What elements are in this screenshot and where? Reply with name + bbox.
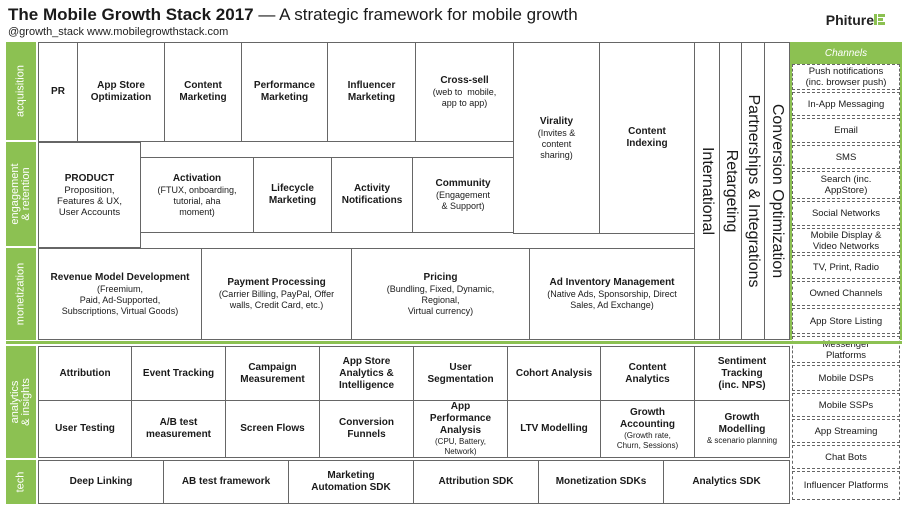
- channel-item: TV, Print, Radio: [792, 255, 900, 279]
- analytics-row2-cell: Growth Modelling & scenario planning: [694, 400, 790, 458]
- block-performance-marketing: Performance Marketing: [241, 42, 328, 142]
- analytics-row2-cell-detail: (Growth rate, Churn, Sessions): [616, 431, 679, 450]
- channel-item: Search (inc. AppStore): [792, 171, 900, 199]
- block-cross-sell: Cross-sell (web to mobile, app to app): [415, 42, 514, 142]
- analytics-row2-cell-detail: (CPU, Battery, Network): [435, 437, 486, 456]
- tech-cell: Deep Linking: [38, 460, 164, 504]
- section-analytics: analytics & insights: [6, 346, 36, 458]
- block-activation: Activation (FTUX, onboarding, tutorial, a…: [140, 157, 254, 233]
- channel-item: App Store Listing: [792, 308, 900, 334]
- channel-item: Mobile DSPs: [792, 365, 900, 391]
- channel-item: In-App Messaging: [792, 92, 900, 116]
- block-pricing: Pricing (Bundling, Fixed, Dynamic, Region…: [351, 248, 530, 340]
- block-revenue-model: Revenue Model Development (Freemium, Paid…: [38, 248, 202, 340]
- channels-header: Channels: [790, 42, 902, 64]
- column-retargeting: Retargeting: [719, 42, 742, 340]
- block-pr: PR: [38, 42, 78, 142]
- analytics-row2-cell-title: Screen Flows: [240, 423, 305, 434]
- channel-item: Social Networks: [792, 201, 900, 226]
- tech-cell-title: Deep Linking: [69, 476, 133, 487]
- analytics-row2-cell: Growth Accounting (Growth rate, Churn, Se…: [600, 400, 695, 458]
- analytics-row2-cell-title: A/B test measurement: [145, 417, 212, 440]
- analytics-row1-cell: Campaign Measurement: [225, 346, 320, 401]
- channel-item: Email: [792, 118, 900, 143]
- analytics-row2-cell: User Testing: [38, 400, 132, 458]
- analytics-row1-cell-title: Content Analytics: [625, 361, 670, 385]
- channel-item: SMS: [792, 145, 900, 169]
- block-content-indexing: Content Indexing: [599, 42, 695, 234]
- analytics-row1-cell-title: Event Tracking: [142, 367, 215, 379]
- analytics-row1-cell-title: Cohort Analysis: [515, 367, 593, 379]
- analytics-row2-cell-title: App Performance Analysis: [429, 401, 492, 436]
- block-influencer-marketing: Influencer Marketing: [327, 42, 416, 142]
- channel-item: Chat Bots: [792, 445, 900, 469]
- channel-item: Mobile SSPs: [792, 393, 900, 417]
- block-ad-inventory: Ad Inventory Management (Native Ads, Spon…: [529, 248, 695, 340]
- block-activity-notifications: Activity Notifications: [331, 157, 413, 233]
- channel-item: Owned Channels: [792, 281, 900, 306]
- section-acquisition: acquisition: [6, 42, 36, 140]
- tech-cell: Attribution SDK: [413, 460, 539, 504]
- phiture-logo: Phiture: [825, 12, 874, 28]
- analytics-row1-cell: Sentiment Tracking (inc. NPS): [694, 346, 790, 401]
- phiture-logo-icon: [874, 14, 885, 25]
- analytics-row2-cell-detail: & scenario planning: [706, 436, 778, 445]
- analytics-row2-cell-title: Conversion Funnels: [338, 417, 394, 440]
- analytics-row2-cell-title: LTV Modelling: [520, 423, 588, 434]
- analytics-row1-cell: App Store Analytics & Intelligence: [319, 346, 414, 401]
- column-conversion-optimization: Conversion Optimization: [764, 42, 790, 340]
- analytics-row1-cell-title: Sentiment Tracking (inc. NPS): [717, 355, 767, 391]
- channel-item: Push notifications (inc. browser push): [792, 64, 900, 90]
- page-title: The Mobile Growth Stack 2017 — A strateg…: [8, 5, 578, 24]
- channel-item: Messenger Platforms: [792, 336, 900, 363]
- tech-cell-title: Marketing Automation SDK: [311, 470, 391, 493]
- section-divider: [6, 341, 902, 344]
- analytics-row2-cell: A/B test measurement: [131, 400, 226, 458]
- tech-cell: Monetization SDKs: [538, 460, 664, 504]
- channels-border-left: [790, 64, 792, 340]
- section-tech: tech: [6, 460, 36, 504]
- analytics-row2-cell: App Performance Analysis (CPU, Battery, N…: [413, 400, 508, 458]
- analytics-row2-cell-title: Growth Modelling: [718, 412, 766, 435]
- analytics-row2-cell: Screen Flows: [225, 400, 320, 458]
- tech-cell: Marketing Automation SDK: [288, 460, 414, 504]
- column-international: International: [694, 42, 720, 340]
- analytics-row2-cell-title: Growth Accounting: [620, 407, 675, 430]
- analytics-row1-cell: Content Analytics: [600, 346, 695, 401]
- analytics-row1-cell-title: Campaign Measurement: [240, 361, 305, 385]
- analytics-row1-cell: Cohort Analysis: [507, 346, 601, 401]
- analytics-row2-cell: LTV Modelling: [507, 400, 601, 458]
- block-community: Community (Engagement & Support): [412, 157, 514, 233]
- page-subtitle: @growth_stack www.mobilegrowthstack.com: [8, 26, 229, 38]
- channel-item: Mobile Display & Video Networks: [792, 228, 900, 253]
- block-payment-processing: Payment Processing (Carrier Billing, PayP…: [201, 248, 352, 340]
- block-aso: App Store Optimization: [77, 42, 165, 142]
- tech-cell-title: AB test framework: [181, 476, 271, 487]
- analytics-row1-cell: Attribution: [38, 346, 132, 401]
- analytics-row1-cell-title: Attribution: [59, 367, 111, 379]
- analytics-row2-cell-title: User Testing: [55, 423, 115, 434]
- section-monetization: monetization: [6, 248, 36, 340]
- tech-cell: Analytics SDK: [663, 460, 790, 504]
- tech-cell-title: Monetization SDKs: [555, 476, 647, 487]
- tech-cell-title: Attribution SDK: [438, 476, 514, 487]
- block-content-marketing: Content Marketing: [164, 42, 242, 142]
- channel-item: Influencer Platforms: [792, 471, 900, 500]
- tech-cell-title: Analytics SDK: [692, 476, 761, 487]
- section-engagement: engagement & retention: [6, 142, 36, 246]
- analytics-row1-cell: Event Tracking: [131, 346, 226, 401]
- block-lifecycle-marketing: Lifecycle Marketing: [253, 157, 332, 233]
- channels-border-right: [900, 64, 902, 340]
- block-virality: Virality (Invites & content sharing): [513, 42, 600, 234]
- tech-cell: AB test framework: [163, 460, 289, 504]
- analytics-row1-cell-title: App Store Analytics & Intelligence: [338, 355, 394, 391]
- analytics-row1-cell: User Segmentation: [413, 346, 508, 401]
- block-product: PRODUCT Proposition, Features & UX, User …: [38, 142, 141, 248]
- channel-item: App Streaming: [792, 419, 900, 443]
- analytics-row2-cell: Conversion Funnels: [319, 400, 414, 458]
- column-partnerships: Partnerships & Integrations: [741, 42, 765, 340]
- analytics-row1-cell-title: User Segmentation: [427, 361, 494, 385]
